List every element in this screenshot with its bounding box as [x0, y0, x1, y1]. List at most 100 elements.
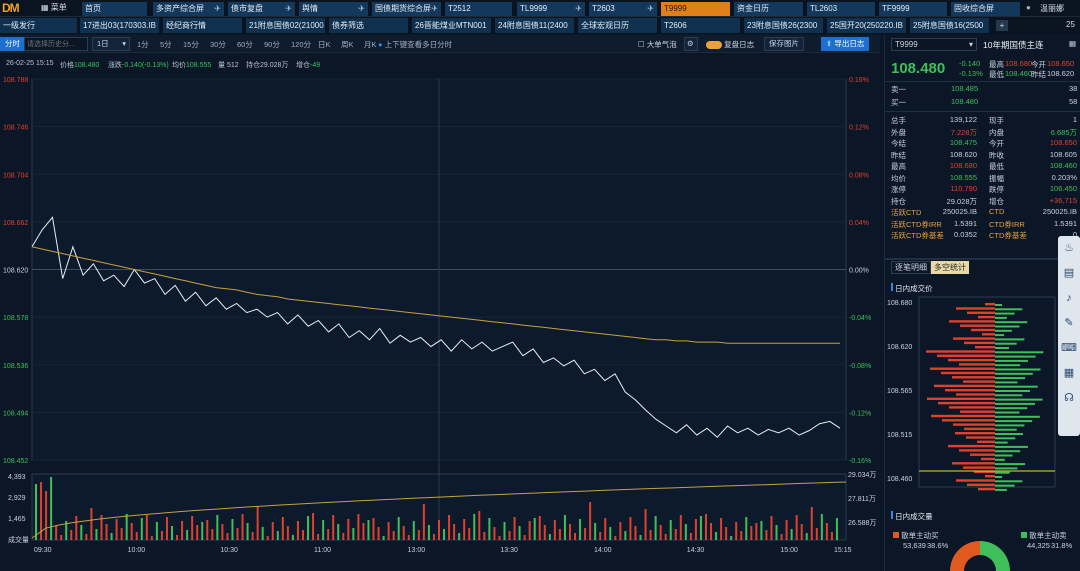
period-select[interactable]: 1日 ▾ [92, 37, 130, 51]
tab-12[interactable]: 固收综合屏 [951, 2, 1021, 16]
interval-0[interactable]: 1分 [137, 40, 149, 49]
interval-4[interactable]: 60分 [237, 40, 253, 49]
volume-bar [604, 518, 607, 540]
volume-bar [443, 529, 446, 540]
subtab-6[interactable]: 24附息国债11(2400 [495, 18, 575, 33]
tab-4[interactable]: 国债期货综合屏 ✈ [372, 2, 442, 16]
tab-7[interactable]: T2603 ✈ [589, 2, 658, 16]
export-log-button[interactable]: ⇪ 导出日志 [821, 37, 870, 51]
tab-10[interactable]: TL2603 [807, 2, 876, 16]
volume-bar [684, 524, 687, 540]
volume-bar [825, 523, 828, 540]
tab-long-short[interactable]: 多空统计 [931, 261, 969, 274]
bubble-checkbox[interactable]: ☐ 大单气泡 [638, 40, 677, 49]
volume-bar [735, 522, 738, 540]
volume-bar [427, 525, 430, 540]
interval-6[interactable]: 120分 [291, 40, 312, 49]
settings-gear-icon[interactable]: ⚙ [684, 37, 698, 51]
volume-bar [649, 530, 652, 540]
volume-bar [125, 514, 128, 540]
stat-value: 106.450 [1049, 184, 1077, 193]
interval-8[interactable]: 周K [341, 40, 354, 49]
subtab-5[interactable]: 26晋能煤业MTN001 [412, 18, 492, 33]
subtab-3[interactable]: 21附息国债02(21000 [246, 18, 326, 33]
document-icon[interactable]: ▤ [1063, 267, 1075, 279]
volume-bar [478, 511, 481, 540]
open-interest-line [31, 481, 847, 539]
tab-2[interactable]: 债市复盘 ✈ [228, 2, 296, 16]
stat-value: 108.555 [949, 172, 977, 182]
replay-toggle[interactable]: 复盘日志 [706, 39, 754, 50]
volume-bar [815, 528, 818, 540]
tab-1[interactable]: 多资产综合屏 ✈ [153, 2, 225, 16]
subtab-11[interactable]: 25附息国债16(2500 [910, 18, 990, 33]
subtab-9[interactable]: 23附息国债26(2300 [744, 18, 824, 33]
dist-bar-buy [960, 410, 995, 413]
volume-bar [710, 523, 713, 540]
tab-8[interactable]: T9999 [661, 2, 731, 16]
pin-icon[interactable]: ✈ [431, 4, 438, 13]
intraday-chart[interactable]: 108.788 0.16% 108.746 0.12% 108.704 0.08% 108.… [0, 74, 880, 571]
subtab-7[interactable]: 全球宏观日历 [578, 18, 658, 33]
pin-icon[interactable]: ✈ [647, 4, 654, 13]
fire-icon[interactable]: ♨ [1064, 242, 1074, 254]
history-search-input[interactable] [24, 37, 88, 51]
interval-9[interactable]: 月K [364, 40, 377, 49]
save-image-button[interactable]: 保存图片 [764, 37, 804, 51]
calculator-icon[interactable]: ▦ [1063, 367, 1075, 379]
volume-bar [60, 535, 63, 540]
subtab-1[interactable]: 17进出03(170303.IB [80, 18, 160, 33]
dist-bar-sell [995, 334, 1005, 337]
volume-bar [251, 532, 254, 540]
bell-icon[interactable]: ♪ [1066, 292, 1072, 304]
pin-icon[interactable]: ✈ [358, 4, 365, 13]
calendar-icon[interactable]: ▦ [1069, 39, 1077, 48]
ask-volume: 38 [1069, 84, 1078, 93]
edit-icon[interactable]: ✎ [1064, 317, 1074, 329]
info-oi-change-value: -49 [310, 62, 321, 69]
dist-bar-sell [995, 359, 1028, 362]
add-tab-button[interactable]: + [996, 20, 1008, 31]
volume-bar [689, 533, 692, 540]
interval-7[interactable]: 日K [318, 40, 331, 49]
tab-0[interactable]: 首页 [82, 2, 148, 16]
menu-button[interactable]: ▦ 菜单 [41, 2, 67, 13]
user-name[interactable]: ● 温丽娜 [1026, 3, 1064, 14]
volume-bar [624, 531, 627, 540]
pin-icon[interactable]: ✈ [214, 4, 221, 13]
tab-3[interactable]: 舆情 ✈ [299, 2, 369, 16]
dist-bar-buy [967, 483, 995, 486]
volume-bar [533, 518, 536, 540]
tab-9[interactable]: 资金日历 [734, 2, 804, 16]
dist-bar-sell [995, 471, 1010, 474]
tab-tick-detail[interactable]: 逐笔明细 [891, 261, 931, 274]
keyboard-icon[interactable]: ⌨ [1061, 342, 1077, 354]
subtab-2[interactable]: 经纪商行情 [163, 18, 243, 33]
dist-bar-buy [966, 436, 995, 439]
volume-bar [780, 534, 783, 540]
subtab-4[interactable]: 债券筛选 [329, 18, 409, 33]
stat-label: 外盘 [891, 127, 906, 137]
volume-bar [90, 508, 93, 540]
mode-button[interactable]: 分时 [0, 37, 25, 51]
donut-buy-slice [950, 541, 980, 571]
interval-2[interactable]: 15分 [183, 40, 199, 49]
volume-bar [659, 525, 662, 540]
subtab-8[interactable]: T2606 [661, 18, 741, 33]
tab-6[interactable]: TL9999 ✈ [517, 2, 586, 16]
volume-bar [85, 534, 88, 540]
contract-select[interactable]: T9999 ▾ [891, 38, 977, 51]
tab-11[interactable]: TF9999 [879, 2, 948, 16]
interval-5[interactable]: 90分 [264, 40, 280, 49]
subtab-0[interactable]: 一级发行 [0, 18, 78, 33]
contract-code: T9999 [895, 40, 918, 49]
interval-3[interactable]: 30分 [210, 40, 226, 49]
subtab-10[interactable]: 25国开20(250220.IB [827, 18, 907, 33]
pin-icon[interactable]: ✈ [285, 4, 292, 13]
vol-title: 日内成交量 [891, 511, 933, 522]
headset-icon[interactable]: ☊ [1064, 392, 1074, 404]
pin-icon[interactable]: ✈ [575, 4, 582, 13]
tab-5[interactable]: T2512 [445, 2, 513, 16]
interval-1[interactable]: 5分 [160, 40, 172, 49]
avg-line [31, 246, 840, 344]
